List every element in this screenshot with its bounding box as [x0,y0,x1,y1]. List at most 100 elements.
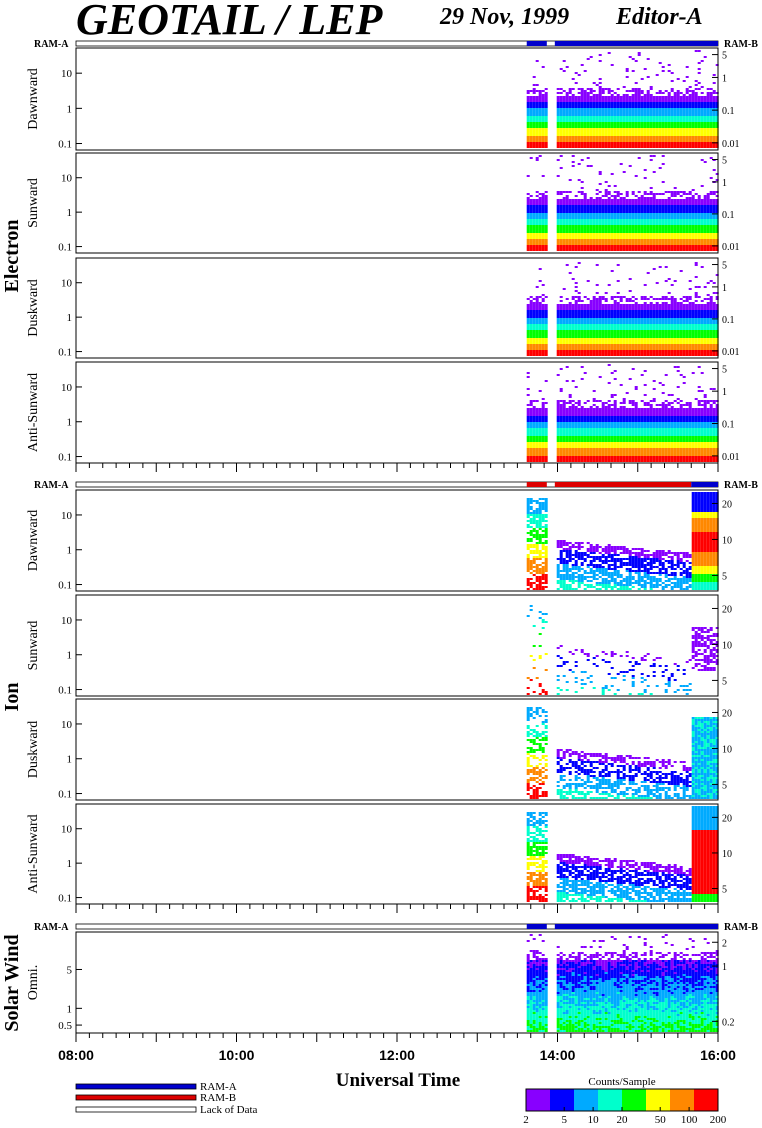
heat-cell-0-1 [538,231,542,233]
heat-cell-0-1 [715,241,719,243]
heat-cell-0-2 [589,344,593,346]
heat-cell-0-0 [565,118,569,120]
heat-cell-0-2 [667,354,671,356]
heat-cell-0-1 [676,229,680,231]
heat-cell-0-0 [637,54,641,56]
heat-cell-0-0 [622,110,626,112]
heat-cell-0-1 [640,217,644,219]
heat-cell-0-2 [586,306,590,308]
heat-cell-0-0 [637,146,641,148]
heat-cell-0-2 [670,322,674,324]
heat-cell-0-1 [646,199,650,201]
heat-cell-0-0 [682,104,686,106]
heat-cell-0-2 [574,326,578,328]
heat-cell-0-1 [661,237,665,239]
heat-cell-0-1 [643,199,647,201]
heat-cell-0-1 [712,203,716,205]
heat-cell-0-1 [586,213,590,215]
heat-cell-0-1 [562,247,566,249]
heat-cell-0-0 [601,92,605,94]
heat-cell-0-2 [565,310,569,312]
heat-cell-0-0 [565,114,569,116]
heat-cell-0-1 [544,247,548,249]
heat-cell-0-1 [667,213,671,215]
heat-cell-0-1 [685,217,689,219]
heat-cell-0-0 [628,130,632,132]
heat-cell-0-1 [526,227,530,229]
heat-cell-0-2 [535,350,539,352]
heat-cell-0-2 [658,306,662,308]
heat-cell-0-2 [637,338,641,340]
heat-cell-0-1 [565,247,569,249]
heat-cell-0-1 [649,217,653,219]
heat-cell-0-0 [628,108,632,110]
heat-cell-0-1 [532,217,536,219]
heat-cell-0-1 [670,199,674,201]
heat-cell-0-0 [706,92,710,94]
heat-cell-0-0 [655,120,659,122]
heat-cell-0-2 [556,308,560,310]
heat-cell-0-0 [556,88,560,90]
heat-cell-0-2 [664,306,668,308]
heat-cell-0-0 [604,98,608,100]
heat-cell-0-1 [574,239,578,241]
heat-cell-0-0 [538,144,542,146]
heat-cell-0-2 [649,330,653,332]
heat-cell-0-2 [646,306,650,308]
heat-cell-0-0 [601,114,605,116]
heat-cell-0-2 [658,318,662,320]
heat-cell-0-0 [637,120,641,122]
heat-cell-0-1 [589,237,593,239]
heat-cell-0-0 [529,98,533,100]
heat-cell-0-0 [715,116,719,118]
heat-cell-0-0 [637,88,641,90]
heat-cell-0-2 [670,330,674,332]
heat-cell-0-0 [622,118,626,120]
heat-cell-0-1 [628,233,632,235]
heat-cell-0-0 [634,146,638,148]
heat-cell-0-2 [580,320,584,322]
heat-cell-0-2 [532,346,536,348]
heat-cell-0-2 [640,310,644,312]
heat-cell-0-0 [610,130,614,132]
heat-cell-0-0 [532,128,536,130]
heat-cell-0-0 [613,102,617,104]
heat-cell-0-0 [568,124,572,126]
heat-cell-0-0 [631,108,635,110]
heat-cell-0-0 [670,90,674,92]
heat-cell-0-1 [589,207,593,209]
heat-cell-0-0 [688,138,692,140]
heat-cell-0-1 [571,241,575,243]
heat-cell-0-1 [709,219,713,221]
heat-cell-0-1 [562,245,566,247]
heat-cell-0-0 [607,90,611,92]
heat-cell-0-1 [589,225,593,227]
heat-cell-0-1 [544,241,548,243]
heat-cell-0-1 [640,227,644,229]
heat-cell-0-0 [697,116,701,118]
heat-cell-0-1 [688,225,692,227]
heat-cell-0-0 [607,98,611,100]
heat-cell-0-1 [661,223,665,225]
heat-cell-0-1 [712,227,716,229]
heat-cell-0-0 [628,116,632,118]
heat-cell-0-0 [658,140,662,142]
heat-cell-0-2 [571,320,575,322]
heat-cell-0-1 [565,239,569,241]
heat-cell-0-2 [601,338,605,340]
heat-cell-0-1 [595,215,599,217]
heat-cell-0-0 [646,102,650,104]
heat-cell-0-1 [562,233,566,235]
heat-cell-0-1 [685,237,689,239]
heat-cell-0-1 [601,239,605,241]
heat-cell-0-2 [658,330,662,332]
heat-cell-0-2 [640,318,644,320]
heat-cell-0-0 [532,98,536,100]
heat-cell-0-0 [625,102,629,104]
heat-cell-0-1 [700,247,704,249]
heat-cell-0-1 [541,241,545,243]
heat-cell-0-1 [577,219,581,221]
heat-cell-0-0 [631,132,635,134]
heat-cell-0-1 [640,241,644,243]
heat-cell-0-0 [613,130,617,132]
